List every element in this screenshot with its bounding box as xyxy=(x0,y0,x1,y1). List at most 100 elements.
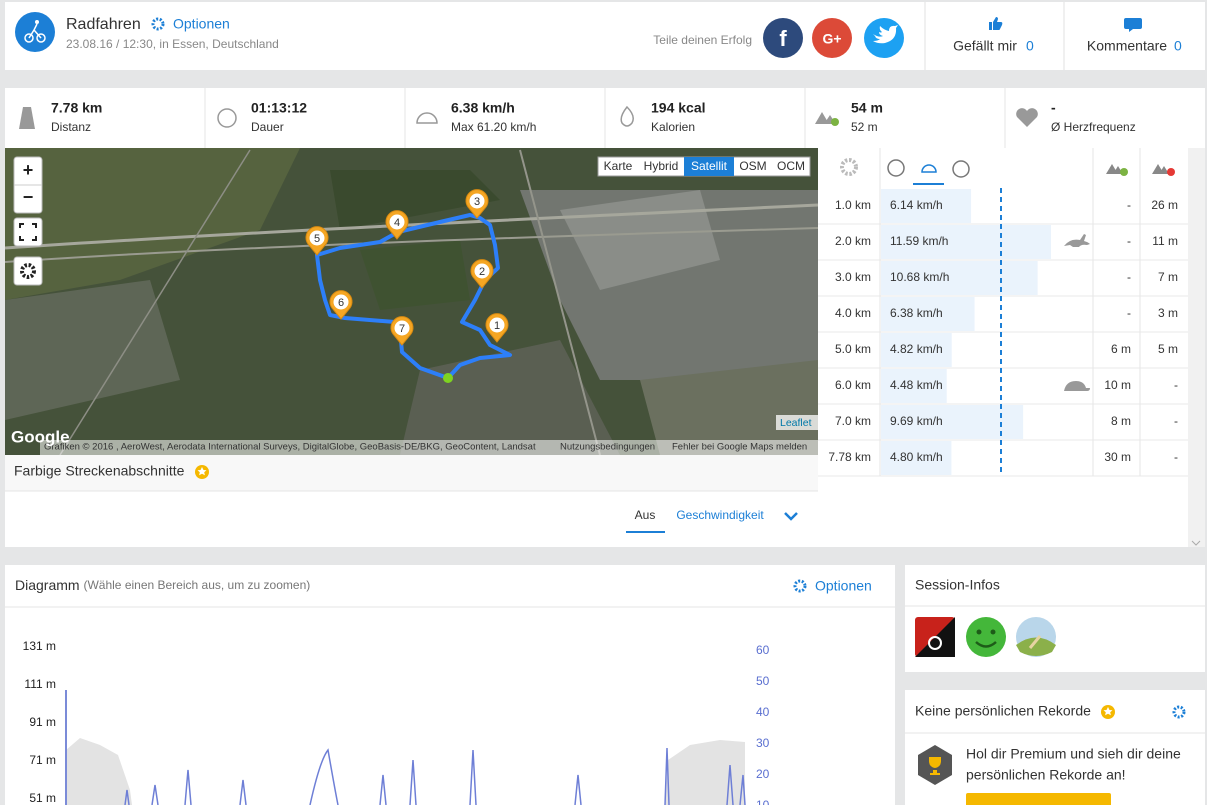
likes-count[interactable]: 0 xyxy=(1026,38,1034,54)
mood-smile xyxy=(975,641,997,648)
stat-label: Max 61.20 km/h xyxy=(451,120,536,134)
premium-button[interactable] xyxy=(966,793,1111,805)
records-text: persönlichen Rekorde an! xyxy=(966,767,1126,783)
report-link[interactable]: Fehler bei Google Maps melden xyxy=(672,442,807,453)
marker-label: 2 xyxy=(479,266,485,278)
marker-label: 5 xyxy=(314,233,320,245)
speed-bar xyxy=(881,261,1038,295)
terms-link[interactable]: Nutzungsbedingungen xyxy=(560,442,655,453)
split-distance: 6.0 km xyxy=(835,378,871,392)
layer-button[interactable]: OCM xyxy=(777,159,805,173)
records-title: Keine persönlichen Rekorde xyxy=(915,703,1091,719)
tab-speed[interactable]: Geschwindigkeit xyxy=(676,508,764,522)
marker-center xyxy=(489,317,505,333)
fullscreen-button[interactable] xyxy=(13,217,43,247)
likes-label[interactable]: Gefällt mir xyxy=(953,38,1017,54)
comments-label[interactable]: Kommentare xyxy=(1087,38,1167,54)
gear-icon[interactable] xyxy=(151,17,165,31)
map[interactable]: 1 2 3 4 5 6 7 + − Karte Hybrid Satellit OSM OCM Gr… xyxy=(5,148,818,455)
surface-ground xyxy=(1016,637,1056,656)
leaflet-link[interactable]: Leaflet xyxy=(780,417,812,429)
scrollbar[interactable] xyxy=(1188,148,1205,547)
stat-label: Dauer xyxy=(251,120,284,134)
activity-date: 23.08.16 / 12:30, in Essen, Deutschland xyxy=(66,37,279,51)
premium-star-icon xyxy=(1103,707,1113,716)
split-distance: 4.0 km xyxy=(835,306,871,320)
split-ascent: - xyxy=(1127,234,1131,248)
tab-off[interactable]: Aus xyxy=(635,508,656,522)
facebook-icon: f xyxy=(779,26,787,51)
gear-icon[interactable] xyxy=(793,579,807,593)
leaflet-box xyxy=(776,415,818,430)
options-link[interactable]: Optionen xyxy=(173,16,230,32)
session-title: Session-Infos xyxy=(915,577,1000,593)
stat-value: - xyxy=(1051,100,1056,116)
ascent-icon xyxy=(1106,164,1123,174)
duration-tab[interactable] xyxy=(952,160,970,178)
split-descent: 11 m xyxy=(1152,234,1178,248)
layer-button[interactable]: Hybrid xyxy=(644,159,679,173)
like-icon[interactable] xyxy=(989,17,1003,30)
split-descent: 26 m xyxy=(1151,198,1178,212)
marker-center xyxy=(474,263,490,279)
zoom-in[interactable]: + xyxy=(23,160,34,180)
map-road xyxy=(5,203,818,250)
stats-row: 7.78 km Distanz 01:13:12 Dauer 6.38 km/h Max … xyxy=(19,88,1136,148)
sport-icon-wheel xyxy=(36,33,46,43)
descent-badge xyxy=(1167,168,1175,176)
surface-path xyxy=(1028,635,1042,649)
facebook-button[interactable] xyxy=(763,18,803,58)
segments-title: Farbige Streckenabschnitte xyxy=(14,463,185,479)
split-distance: 2.0 km xyxy=(835,234,871,248)
zoom-out[interactable]: − xyxy=(23,187,34,207)
split-descent: - xyxy=(1174,450,1178,464)
map-area xyxy=(5,148,300,300)
comments-count[interactable]: 0 xyxy=(1174,38,1182,54)
speed-line xyxy=(124,747,746,805)
stat-label: Distanz xyxy=(51,120,91,134)
layer-button[interactable]: Karte xyxy=(604,159,633,173)
google-plus-icon: G+ xyxy=(822,31,841,47)
google-plus-button[interactable] xyxy=(812,18,852,58)
speed-bar xyxy=(881,441,952,475)
marker-label: 7 xyxy=(399,323,405,335)
speed-tick-label: 60 xyxy=(756,643,770,657)
split-distance: 7.0 km xyxy=(835,414,871,428)
speed-bar xyxy=(881,369,947,403)
split-speed: 9.69 km/h xyxy=(890,414,943,428)
diagram-hint: (Wähle einen Bereich aus, um zu zoomen) xyxy=(83,578,310,592)
split-ascent: - xyxy=(1127,270,1131,284)
mood-eye xyxy=(990,629,996,635)
split-descent: 7 m xyxy=(1158,270,1178,284)
trophy-icon xyxy=(929,757,941,775)
stat-value: 194 kcal xyxy=(651,100,706,116)
stat-label: Kalorien xyxy=(651,120,695,134)
diagram-title-text: Diagramm xyxy=(15,577,80,593)
tab-dropdown[interactable] xyxy=(784,512,798,521)
map-settings-button[interactable] xyxy=(13,256,43,286)
scroll-arrow[interactable] xyxy=(1191,540,1201,546)
split-ascent: - xyxy=(1127,306,1131,320)
route xyxy=(315,213,512,380)
layer-button[interactable]: OSM xyxy=(739,159,766,173)
header-panel xyxy=(5,2,1205,70)
comment-icon[interactable] xyxy=(1124,18,1142,32)
map-settings-icon xyxy=(20,263,36,279)
diagram-options[interactable]: Optionen xyxy=(815,578,872,594)
pace-tab[interactable] xyxy=(887,159,905,177)
twitter-icon xyxy=(873,25,898,44)
speed-tick-label: 30 xyxy=(756,736,770,750)
map-road xyxy=(59,149,251,455)
splits-settings[interactable] xyxy=(840,158,858,176)
marker-label: 1 xyxy=(494,320,500,332)
marker-center xyxy=(333,294,349,310)
speed-icon xyxy=(416,112,438,124)
attribution-bar xyxy=(40,440,818,455)
layer-button[interactable]: Satellit xyxy=(691,159,728,173)
map-road xyxy=(5,227,818,263)
speed-tab[interactable] xyxy=(921,164,937,173)
split-distance: 5.0 km xyxy=(835,342,871,356)
records-settings[interactable] xyxy=(1172,705,1186,719)
